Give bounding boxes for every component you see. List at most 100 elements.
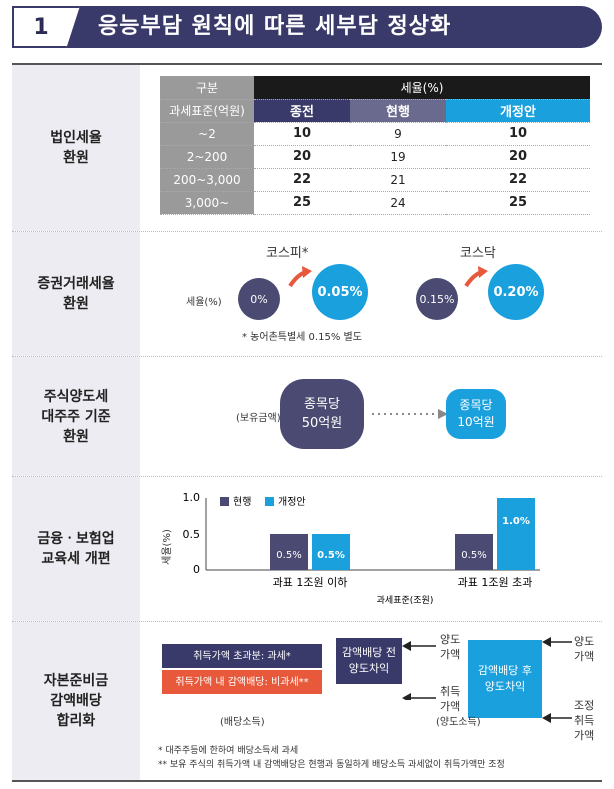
table-cell-prev: 22 [254,168,350,192]
col-header-cur: 현행 [349,99,446,123]
chart-xlabel: 과세표준(조원) [377,595,434,606]
education-tax-chart: 세율(%) 1.0 0.5 0 현행 개정안 0.5% 0.5% 0.5%1.0% … [161,491,540,606]
reserve-note-2: ** 보유 주식의 취득가액 내 감액배당은 현행과 동일하게 배당소득 과세없… [158,760,505,770]
current-threshold-value: 종목당 50억원 [301,397,343,431]
header-title: 응능부담 원칙에 따른 세부담 정상화 [98,14,452,39]
kosdaq-current-circle: 0.15% [416,278,458,320]
bar-current [455,534,493,570]
row-label-corporate-tax: 법인세율 환원 [12,65,140,231]
table-cell-new: 20 [445,145,590,169]
post-reduction-gain-text: 감액배당 후 양도차익 [477,664,533,693]
kosdaq-title: 코스닥 [460,246,496,261]
col-header-gubun: 구분 [160,76,254,100]
bar-data-label: 1.0% [502,516,530,527]
transfer-price-label-2: 양도 가액 [574,635,595,663]
y-tick-label: 1.0 [183,491,201,504]
legend-label-current: 현행 [233,496,251,508]
transfer-income-label: (양도소득) [436,717,481,728]
col-header-prev: 종전 [254,99,350,123]
rate-label: 세율(%) [186,297,222,308]
table-cell-cur: 24 [349,191,446,215]
bar-data-label: 0.5% [461,550,486,561]
header-number: 1 [12,6,80,48]
new-threshold-value: 종목당 10억원 [457,398,495,429]
new-threshold-box: 종목당 10억원 [446,389,506,439]
kosdaq-new-circle: 0.20% [488,264,544,320]
row-label-capital-gains: 주식양도세 대주주 기준 환원 [12,357,140,476]
bar-data-label: 0.5% [317,550,345,561]
table-cell-base: 3,000~ [160,191,254,215]
table-cell-new: 22 [445,168,590,192]
table-cell-new: 25 [445,191,590,215]
arrow-up-icon [288,266,312,288]
row-capital-gains: 주식양도세 대주주 기준 환원 (보유금액) 종목당 50억원 종목당 10억원 [12,356,602,476]
header-bar [12,6,602,48]
kospi-current-circle: 0% [238,278,280,320]
table-row: 200~3,000 22 21 22 [160,168,590,192]
bar-new [497,498,535,570]
table-cell-base: ~2 [160,122,254,146]
y-tick-label: 0 [193,563,200,576]
chart-ylabel: 세율(%) [161,529,173,565]
row-securities-tax: 증권거래세율 환원 코스피* 코스닥 세율(%) 0% 0.05% 0.15% … [12,231,602,356]
table-cell-cur: 21 [349,168,446,192]
table-cell-prev: 25 [254,191,350,215]
kospi-new-value: 0.05% [317,284,363,300]
arrow-left-icon [402,641,436,700]
arrow-left-icon [542,637,572,723]
row-corporate-tax: 법인세율 환원 구분 세율(%) 과세표준(억원) 종전 현행 개정안 ~2 1… [12,63,602,231]
kospi-new-circle: 0.05% [312,264,368,320]
table-cell-prev: 20 [254,145,350,169]
legend-swatch-current [220,497,229,506]
corporate-tax-table: 구분 세율(%) 과세표준(억원) 종전 현행 개정안 ~2 10 9 10 2… [160,76,590,215]
col-header-base: 과세표준(억원) [160,99,254,123]
table-cell-base: 200~3,000 [160,168,254,192]
kospi-current-value: 0% [250,292,268,306]
row-reserve-dividend: 자본준비금 감액배당 합리화 취득가액 초과분: 과세* 취득가액 내 감액배당… [12,621,602,780]
kosdaq-current-value: 0.15% [419,292,455,306]
row-label-reserve-dividend: 자본준비금 감액배당 합리화 [12,622,140,780]
dividend-income-label: (배당소득) [220,717,265,728]
arrow-up-icon [464,266,488,288]
over-acquisition-text: 취득가액 초과분: 과세* [193,650,291,662]
legend-swatch-new [265,497,274,506]
pre-reduction-gain-box: 감액배당 전 양도차익 [336,638,402,684]
within-acquisition-text: 취득가액 내 감액배당: 비과세** [175,676,309,688]
acquisition-price-label: 취득 가액 [440,685,461,713]
x-category-label: 과표 1조원 초과 [458,576,533,589]
over-acquisition-box: 취득가액 초과분: 과세* [162,644,322,668]
kospi-title: 코스피* [266,246,309,261]
adjusted-acquisition-label: 조정 취득 가액 [574,699,595,742]
current-threshold-box: 종목당 50억원 [280,379,364,449]
table-row: 3,000~ 25 24 25 [160,191,590,215]
col-header-rate: 세율(%) [254,76,590,100]
table-cell-new: 10 [445,122,590,146]
legend-label-new: 개정안 [278,496,306,508]
bar-current [270,534,308,570]
transfer-price-label: 양도 가액 [440,633,461,661]
pre-reduction-gain-text: 감액배당 전 양도차익 [341,646,397,675]
y-tick-label: 0.5 [183,528,201,541]
securities-tax-note: * 농어촌특별세 0.15% 별도 [242,332,362,343]
table-cell-cur: 19 [349,145,446,169]
x-category-label: 과표 1조원 이하 [273,575,348,589]
table-cell-prev: 10 [254,122,350,146]
dotted-arrow-icon [372,409,448,419]
col-header-new: 개정안 [445,99,590,123]
table-cell-base: 2~200 [160,145,254,169]
within-acquisition-box: 취득가액 내 감액배당: 비과세** [162,670,322,694]
table-row: ~2 10 9 10 [160,122,590,146]
holding-amount-label: (보유금액) [236,413,281,424]
row-education-tax: 금융ㆍ보험업 교육세 개편 세율(%) 1.0 0.5 0 현행 개정안 0.5… [12,476,602,621]
row-label-securities-tax: 증권거래세율 환원 [12,232,140,356]
bar-new [312,534,350,570]
post-reduction-gain-box: 감액배당 후 양도차익 [468,640,542,718]
bottom-rule [12,780,602,782]
reserve-note-1: * 대주주등에 한하여 배당소득세 과세 [158,746,299,756]
section-header: 1 응능부담 원칙에 따른 세부담 정상화 [12,6,602,48]
kosdaq-new-value: 0.20% [493,284,539,300]
table-row: 2~200 20 19 20 [160,145,590,169]
table-cell-cur: 9 [349,122,446,146]
row-label-education-tax: 금융ㆍ보험업 교육세 개편 [12,477,140,621]
bar-data-label: 0.5% [276,550,301,561]
